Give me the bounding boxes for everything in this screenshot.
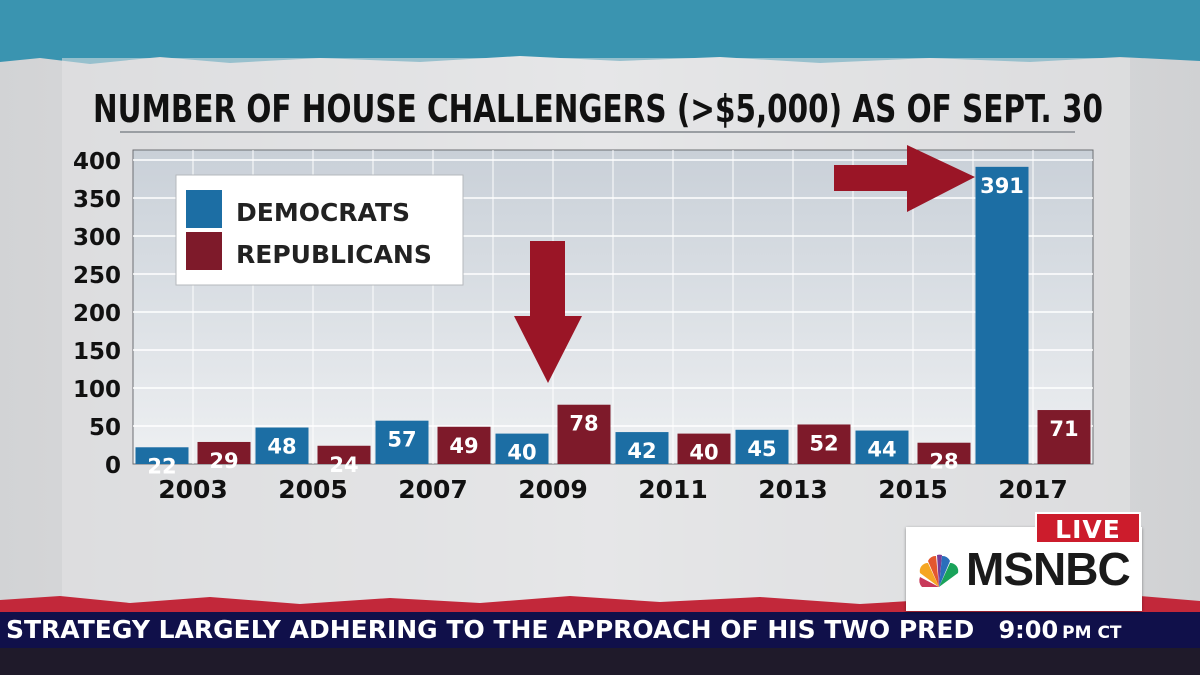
bar-value-label: 49 [449, 434, 478, 458]
y-tick-label: 400 [73, 149, 121, 175]
peacock-icon [919, 554, 959, 587]
chart-title: NUMBER OF HOUSE CHALLENGERS (>$5,000) AS… [93, 87, 1103, 131]
bars [135, 166, 1091, 464]
bar-value-label: 29 [209, 449, 238, 473]
bar-democrats-2017 [975, 166, 1029, 464]
y-tick-label: 50 [89, 415, 121, 441]
bar-value-label: 45 [747, 437, 776, 461]
x-tick-label: 2009 [518, 475, 588, 504]
bar-democrats-2009 [495, 433, 549, 464]
bar-value-label: 24 [329, 453, 358, 477]
legend-swatch-republicans [186, 232, 222, 270]
x-tick-label: 2017 [998, 475, 1068, 504]
bar-republicans-2005 [317, 445, 371, 464]
timezone: PM CT [1062, 623, 1122, 643]
bar-value-label: 22 [147, 454, 176, 478]
arrow-down-2009 [514, 241, 582, 383]
arrow-right-2017 [834, 145, 975, 212]
bar-democrats-2007 [375, 420, 429, 464]
bar-democrats-2013 [735, 429, 789, 464]
bar-value-label: 40 [689, 441, 718, 465]
x-tick-label: 2015 [878, 475, 948, 504]
legend-box [175, 174, 464, 286]
x-tick-label: 2011 [638, 475, 708, 504]
y-tick-label: 150 [73, 339, 121, 365]
bar-democrats-2015 [855, 430, 909, 464]
legend-label-republicans: REPUBLICANS [236, 240, 432, 269]
bar-value-label: 391 [980, 174, 1024, 198]
y-tick-label: 250 [73, 263, 121, 289]
legend-swatch-democrats [186, 190, 222, 228]
ticker-text: STRATEGY LARGELY ADHERING TO THE APPROAC… [6, 615, 974, 644]
x-axis: 2003 2005 2007 2009 2011 2013 2015 2017 [158, 475, 1068, 504]
network-name: MSNBC [966, 543, 1131, 595]
bar-value-label: 78 [569, 412, 598, 436]
bar-republicans-2003 [197, 441, 251, 464]
bar-republicans-2015 [917, 442, 971, 464]
bar-value-label: 28 [929, 450, 958, 474]
bar-republicans-2011 [677, 433, 731, 464]
time-box: 9:00 PM CT [974, 612, 1146, 648]
bar-republicans-2017 [1037, 410, 1091, 464]
bar-value-label: 52 [809, 431, 838, 455]
bottom-dark [0, 648, 1200, 675]
bar-democrats-2011 [615, 432, 669, 464]
bar-value-label: 48 [267, 435, 296, 459]
bar-value-label: 40 [507, 441, 536, 465]
bar-labels: 22 29 48 24 57 49 40 78 42 40 45 52 44 28 391 71 [147, 174, 1078, 478]
legend-label-democrats: DEMOCRATS [236, 198, 410, 227]
live-badge: LIVE [1035, 512, 1141, 544]
legend: DEMOCRATS REPUBLICANS [175, 174, 464, 286]
y-tick-label: 350 [73, 187, 121, 213]
time: 9:00 [998, 616, 1059, 644]
y-tick-label: 300 [73, 225, 121, 251]
x-tick-label: 2003 [158, 475, 228, 504]
bar-republicans-2007 [437, 426, 491, 464]
x-tick-label: 2013 [758, 475, 828, 504]
bar-democrats-2003 [135, 447, 189, 464]
bar-value-label: 57 [387, 428, 416, 452]
bar-republicans-2009 [557, 404, 611, 464]
bar-democrats-2005 [255, 427, 309, 464]
bar-republicans-2013 [797, 424, 851, 464]
bar-value-label: 71 [1049, 417, 1078, 441]
y-tick-label: 0 [105, 453, 121, 479]
x-tick-label: 2007 [398, 475, 468, 504]
y-tick-label: 200 [73, 301, 121, 327]
y-tick-label: 100 [73, 377, 121, 403]
bar-value-label: 44 [867, 438, 896, 462]
y-axis: 0 50 100 150 200 250 300 350 400 [73, 149, 121, 479]
bar-value-label: 42 [627, 439, 656, 463]
x-tick-label: 2005 [278, 475, 348, 504]
